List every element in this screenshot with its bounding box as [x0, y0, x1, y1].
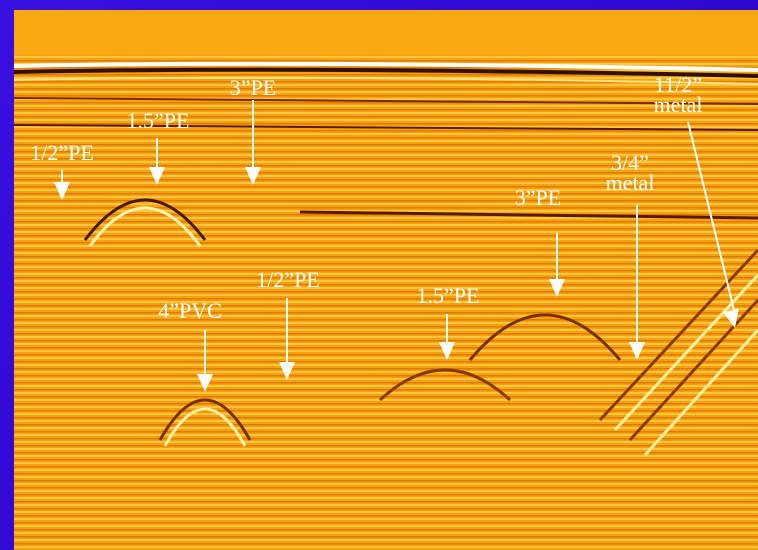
pipe-label: metal	[654, 92, 703, 117]
pipe-label: 1/2”PE	[30, 140, 94, 165]
pipe-label: 3”PE	[515, 185, 561, 210]
radargram-slide: 1/2”PE1.5”PE3”PE11/2”metal3/4”metal3”PE1…	[0, 0, 758, 550]
pipe-label: 1/2”PE	[256, 267, 320, 292]
pipe-label: 4”PVC	[158, 298, 222, 323]
pipe-label: 3”PE	[230, 75, 276, 100]
radargram	[14, 10, 758, 550]
pipe-label: 1.5”PE	[127, 108, 190, 133]
pipe-label: 1.5”PE	[417, 283, 480, 308]
page: 1/2”PE1.5”PE3”PE11/2”metal3/4”metal3”PE1…	[0, 0, 758, 550]
pipe-label: metal	[606, 170, 655, 195]
